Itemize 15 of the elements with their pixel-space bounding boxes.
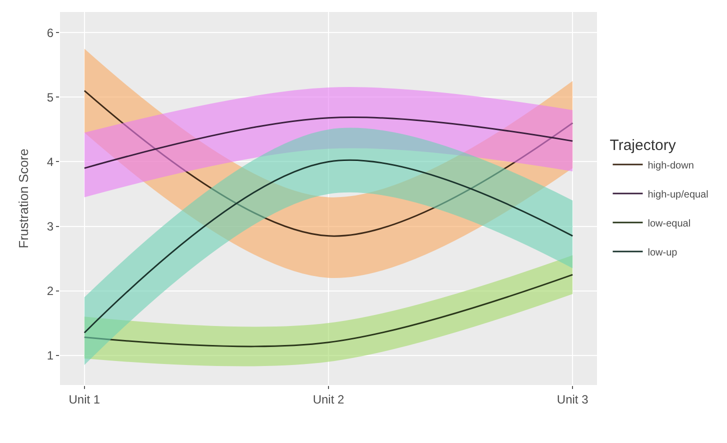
y-tick-label: 6	[46, 26, 54, 40]
y-tick-label: 4	[46, 154, 54, 169]
y-tick-label: 3	[46, 219, 54, 234]
y-axis-title: Frustration Score	[16, 148, 31, 248]
x-tick-label: Unit 3	[556, 392, 589, 406]
legend-label: high-down	[648, 160, 694, 172]
legend-title: Trajectory	[610, 137, 676, 154]
legend-label: low-equal	[648, 218, 691, 230]
y-tick-label: 1	[46, 348, 54, 363]
legend-label: high-up/equal	[648, 189, 708, 200]
legend-label: low-up	[648, 247, 678, 258]
x-tick-label: Unit 2	[312, 392, 344, 406]
y-tick-label: 2	[46, 284, 54, 298]
y-tick-label: 5	[46, 90, 54, 104]
x-tick-label: Unit 1	[68, 392, 100, 406]
